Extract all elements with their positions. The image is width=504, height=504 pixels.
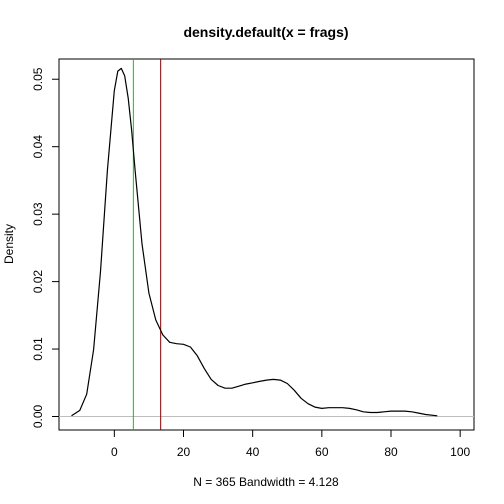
plot-box [58,58,475,431]
chart-title: density.default(x = frags) [183,24,348,40]
x-axis: 0 20 40 60 80 100 [111,429,470,459]
x-tick-label: 0 [111,445,118,459]
y-tick-label: 0.04 [31,135,45,159]
y-tick-label: 0.02 [31,270,45,294]
density-curve [71,67,438,417]
x-tick-label: 100 [450,445,470,459]
x-tick-label: 40 [246,445,260,459]
plot-area [59,59,474,430]
x-tick-label: 60 [315,445,329,459]
y-tick-label: 0.01 [31,337,45,361]
x-axis-label: N = 365 Bandwidth = 4.128 [193,475,339,489]
x-tick-label: 20 [177,445,191,459]
y-axis: 0.00 0.01 0.02 0.03 0.04 0.05 [31,67,60,429]
y-tick-label: 0.03 [31,202,45,226]
x-tick-label: 80 [384,445,398,459]
y-tick-label: 0.00 [31,405,45,429]
y-tick-label: 0.05 [31,67,45,91]
y-axis-label: Density [2,224,16,264]
